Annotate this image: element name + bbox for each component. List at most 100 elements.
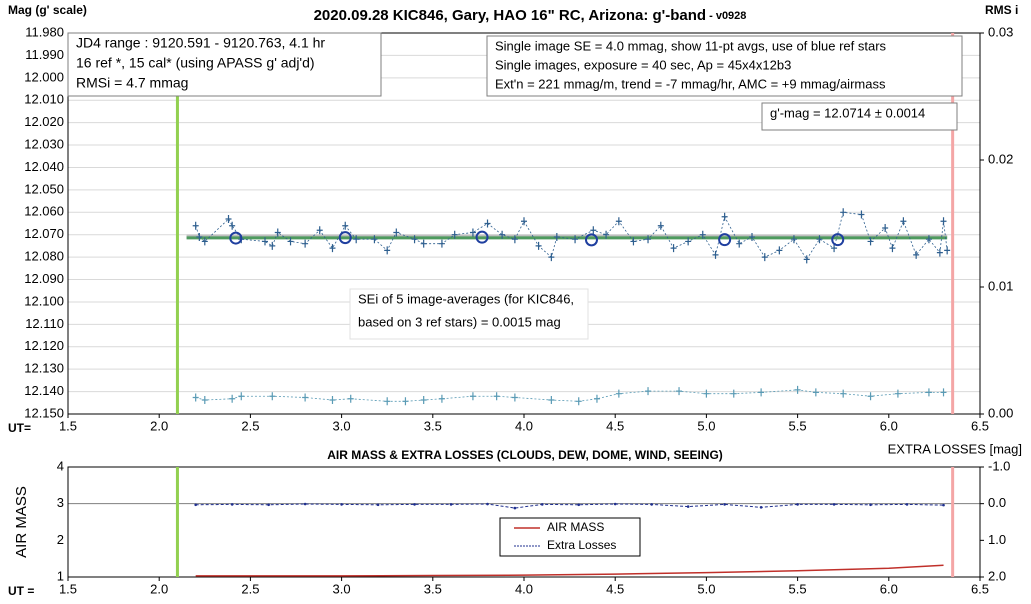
point: [736, 239, 743, 248]
legend-label: Extra Losses: [547, 538, 616, 552]
y2-tick-label: 0.01: [988, 278, 1013, 293]
point: [657, 221, 664, 230]
average-point: [475, 230, 489, 244]
y-tick-label: 12.040: [24, 159, 64, 174]
point: [840, 389, 847, 398]
point: [486, 502, 489, 506]
point: [316, 226, 323, 235]
point: [469, 228, 476, 237]
point: [511, 393, 518, 402]
y2-tick-label: 0.02: [988, 151, 1013, 166]
point: [676, 387, 683, 396]
point: [548, 253, 555, 262]
plot-frame: [67, 32, 981, 415]
point: [194, 503, 197, 507]
subtitle: - v0928: [706, 10, 746, 22]
point: [329, 244, 336, 253]
point: [816, 235, 823, 244]
point: [577, 503, 581, 507]
point: [703, 389, 710, 398]
point: [758, 388, 765, 397]
y-tick-label: 12.050: [24, 181, 64, 196]
point: [894, 389, 901, 398]
point: [723, 503, 726, 506]
annotation-text: based on 3 ref stars) = 0.0015 mag: [358, 314, 561, 329]
point: [540, 503, 544, 506]
y-tick-label: 11.990: [25, 47, 64, 62]
point: [905, 503, 909, 506]
point: [438, 394, 445, 403]
point: [342, 221, 349, 230]
point: [192, 393, 199, 402]
y-tick-label: 12.060: [24, 204, 64, 219]
point: [201, 396, 208, 405]
y-tick-label: 12.140: [24, 383, 64, 398]
series-line: [195, 503, 944, 509]
annotation-text: g'-mag = 12.0714 ± 0.0014: [770, 105, 925, 120]
annotation-text: Single images, exposure = 40 sec, Ap = 4…: [495, 57, 791, 72]
point: [420, 396, 427, 405]
point: [603, 230, 610, 239]
point: [449, 503, 453, 506]
x-tick-label: 6.0: [880, 581, 898, 596]
point: [630, 237, 637, 246]
y2-tick-label: 1.0: [988, 532, 1006, 547]
annotation-box: [486, 35, 963, 97]
point: [803, 255, 810, 264]
annotation-box: [349, 288, 589, 340]
point: [593, 394, 600, 403]
x-tick-label: 3.5: [424, 581, 442, 596]
point: [749, 232, 755, 241]
point: [794, 385, 801, 394]
point: [759, 506, 763, 509]
point: [192, 221, 199, 230]
x-tick-label: 6.0: [880, 418, 898, 433]
point: [615, 217, 622, 226]
point: [287, 237, 294, 246]
point: [831, 244, 838, 253]
legend-box: [499, 517, 641, 557]
point: [575, 397, 582, 406]
plot-frame: [67, 466, 981, 578]
point: [493, 392, 500, 401]
point: [942, 503, 945, 507]
point: [225, 215, 232, 224]
x-tick-label: 4.0: [515, 581, 533, 596]
average-point: [229, 231, 243, 245]
y-tick-label: 12.020: [24, 114, 64, 129]
point: [230, 503, 234, 506]
x-tick-label: 6.5: [971, 581, 989, 596]
point: [944, 246, 951, 255]
x-tick-label: 5.0: [697, 418, 715, 433]
annotation-text: JD4 range : 9120.591 - 9120.763, 4.1 hr: [76, 35, 325, 51]
point: [925, 235, 932, 244]
y-tick-label: 3: [57, 495, 64, 510]
average-point: [718, 233, 732, 247]
point: [590, 226, 597, 235]
point: [796, 503, 799, 506]
x-tick-label: 1.5: [59, 581, 77, 596]
x-tick-label: 2.5: [241, 581, 259, 596]
point: [384, 246, 391, 255]
x-tick-label: 4.5: [606, 418, 624, 433]
point: [302, 239, 309, 248]
y-tick-label: 2: [57, 532, 64, 547]
point: [384, 397, 391, 406]
point: [411, 235, 418, 244]
point: [548, 396, 555, 405]
x-tick-label: 2.0: [150, 581, 168, 596]
point: [940, 217, 947, 226]
y-tick-label: 12.070: [24, 226, 64, 241]
point: [274, 228, 281, 237]
point: [940, 388, 947, 397]
annotation-box: [761, 102, 958, 131]
annotation-text: Ext'n = 221 mmag/m, trend = -7 mmag/hr, …: [495, 76, 886, 91]
point: [229, 221, 236, 230]
point: [438, 239, 445, 248]
point: [347, 394, 354, 403]
y-tick-label: 12.120: [24, 338, 64, 353]
annotation-text: RMSi = 4.7 mmag: [76, 75, 188, 91]
chart-title: 2020.09.28 KIC846, Gary, HAO 16" RC, Ari…: [314, 7, 747, 24]
y-tick-label: 12.080: [24, 249, 64, 264]
